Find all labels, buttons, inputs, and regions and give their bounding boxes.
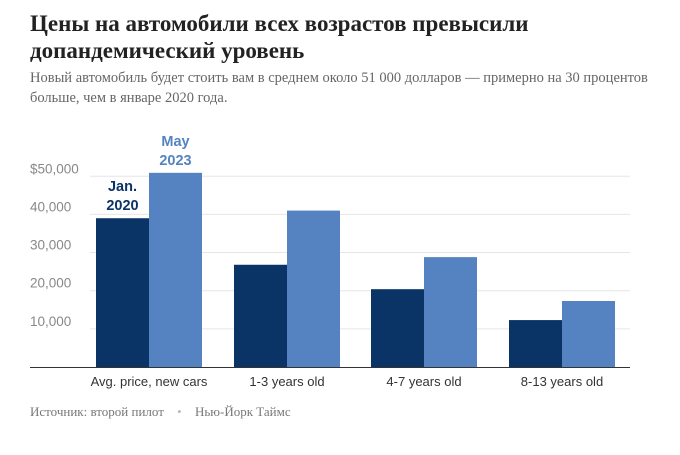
x-axis-category-labels: Avg. price, new cars 1-3 years old 4-7 yea… [91, 374, 604, 389]
chart-title: Цены на автомобили всех возрастов превыс… [30, 11, 529, 63]
bar-jan-2020 [371, 289, 424, 367]
y-tick-label: 30,000 [30, 238, 71, 253]
series-direct-labels: Jan. 2020 May 2023 [106, 134, 191, 214]
y-tick-label: $50,000 [30, 161, 79, 176]
y-tick-label: 40,000 [30, 199, 71, 214]
bar-may-2023 [424, 257, 477, 367]
bar-jan-2020 [509, 320, 562, 367]
source-text: Источник: второй пилот [30, 404, 164, 419]
series-label: May [161, 134, 189, 150]
bar-jan-2020 [234, 264, 287, 367]
y-axis-tick-labels: 10,000 20,000 30,000 40,000 $50,000 [30, 161, 79, 329]
series-label: Jan. [108, 179, 137, 195]
bar-jan-2020 [96, 218, 149, 367]
y-tick-label: 20,000 [30, 276, 71, 291]
x-category-label: Avg. price, new cars [91, 374, 208, 389]
x-category-label: 4-7 years old [386, 374, 461, 389]
source-line: Источник: второй пилот • Нью-Йорк Таймс [30, 404, 291, 420]
x-category-label: 1-3 years old [249, 374, 324, 389]
publisher-text: Нью-Йорк Таймс [194, 404, 291, 419]
bar-may-2023 [287, 210, 340, 367]
y-tick-label: 10,000 [30, 314, 71, 329]
series-label: 2023 [159, 153, 191, 169]
separator-dot-icon: • [177, 404, 182, 419]
bars [96, 172, 615, 367]
bar-may-2023 [562, 301, 615, 367]
series-label: 2020 [106, 198, 138, 214]
x-category-label: 8-13 years old [521, 374, 603, 389]
chart-subtitle: Новый автомобиль будет стоить вам в сред… [30, 70, 648, 106]
bar-may-2023 [149, 172, 202, 367]
